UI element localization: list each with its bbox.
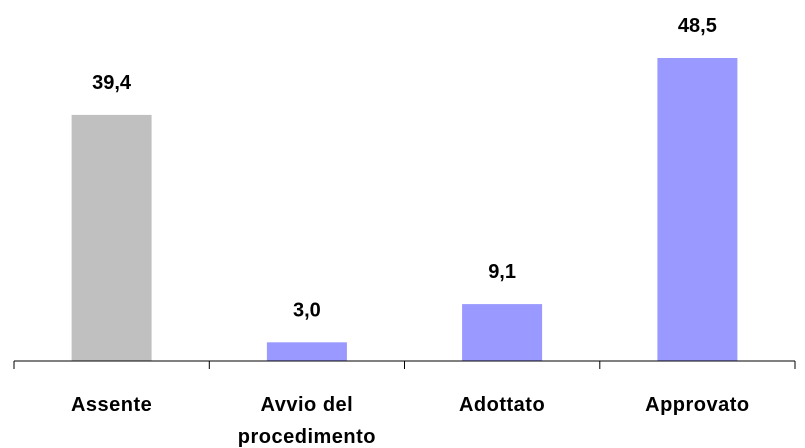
category-label-2-line-0: Adottato <box>459 394 545 416</box>
category-label-0: Assente <box>71 394 152 416</box>
category-label-3: Approvato <box>645 394 750 416</box>
value-label-3: 48,5 <box>678 15 717 37</box>
bars-group <box>71 58 738 362</box>
value-label-2: 9,1 <box>488 261 516 283</box>
bar-3 <box>657 58 738 361</box>
bar-1 <box>266 342 347 361</box>
category-label-0-line-0: Assente <box>71 394 152 416</box>
value-label-1: 3,0 <box>293 299 321 321</box>
bar-2 <box>462 304 543 361</box>
category-labels-group: Assente Avvio del procedimento Adottato Appr… <box>71 394 750 448</box>
category-label-1-line-1: procedimento <box>238 426 376 448</box>
category-label-3-line-0: Approvato <box>645 394 750 416</box>
value-label-0: 39,4 <box>92 72 132 94</box>
category-label-1-line-0: Avvio del <box>261 394 354 416</box>
category-label-2: Adottato <box>459 394 545 416</box>
value-labels-group: 39,4 3,0 9,1 48,5 <box>92 15 717 321</box>
bar-0 <box>71 114 152 362</box>
x-axis <box>13 360 796 369</box>
category-label-1: Avvio del procedimento <box>238 394 376 448</box>
